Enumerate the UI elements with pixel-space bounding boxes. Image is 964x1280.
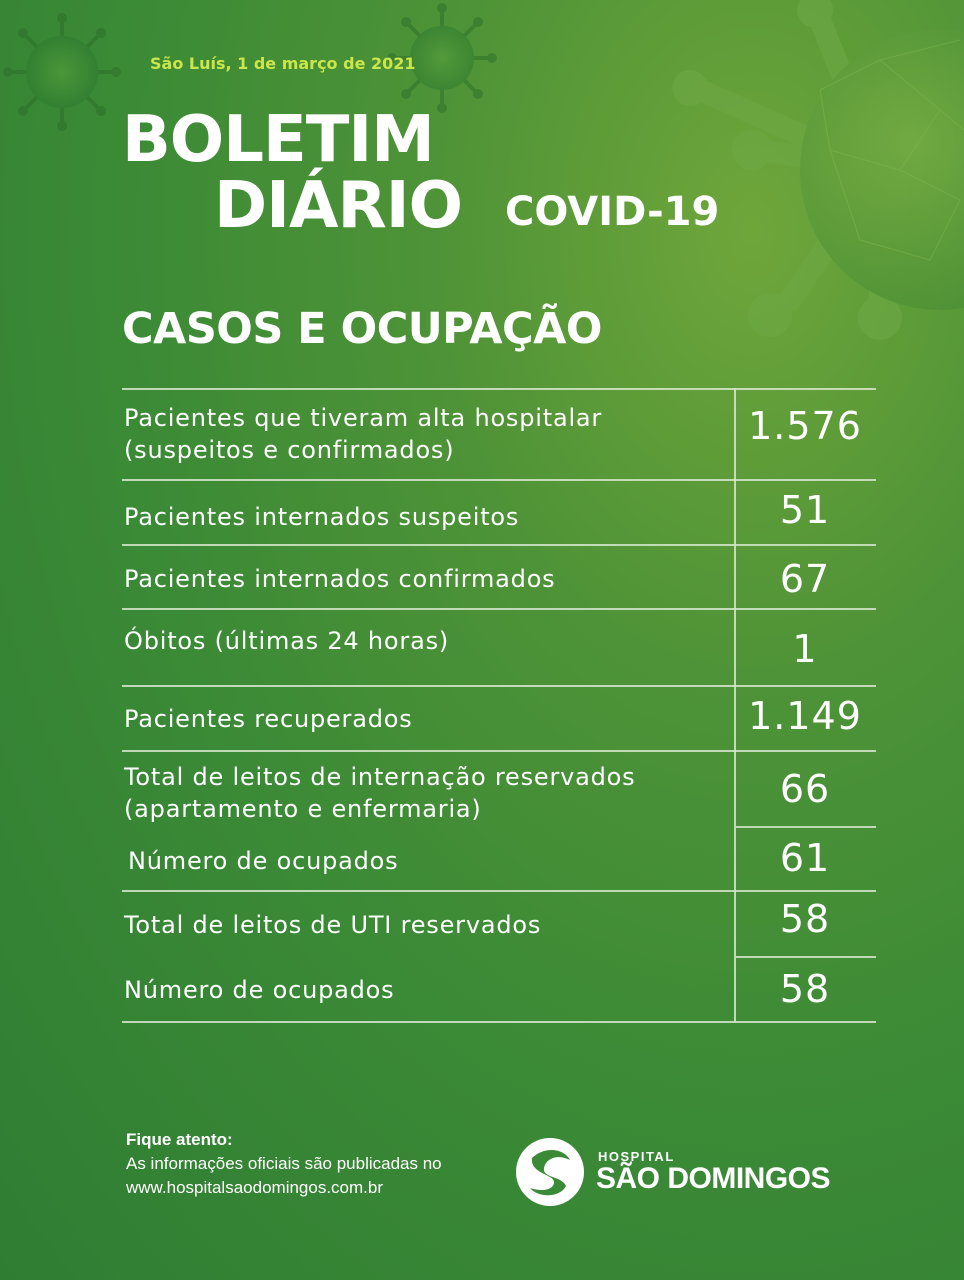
virus-icon (672, 0, 964, 340)
virus-icon (387, 3, 497, 113)
footer-text: As informações oficiais são publicadas n… (126, 1154, 442, 1173)
logo-big-text: SÃO DOMINGOS (596, 1162, 831, 1195)
virus-icon (3, 13, 121, 131)
page-title-line2: DIÁRIO (214, 169, 463, 243)
footer-title: Fique atento: (126, 1130, 233, 1149)
footer-link[interactable]: www.hospitalsaodomingos.com.br (126, 1178, 384, 1197)
section-title: CASOS E OCUPAÇÃO (122, 304, 602, 354)
hospital-logo-icon (516, 1138, 584, 1206)
page-title-line1: BOLETIM (122, 103, 435, 177)
page-subtitle: COVID-19 (505, 189, 720, 235)
bulletin-date: São Luís, 1 de março de 2021 (150, 54, 416, 73)
logo-small-text: HOSPITAL (598, 1149, 675, 1164)
